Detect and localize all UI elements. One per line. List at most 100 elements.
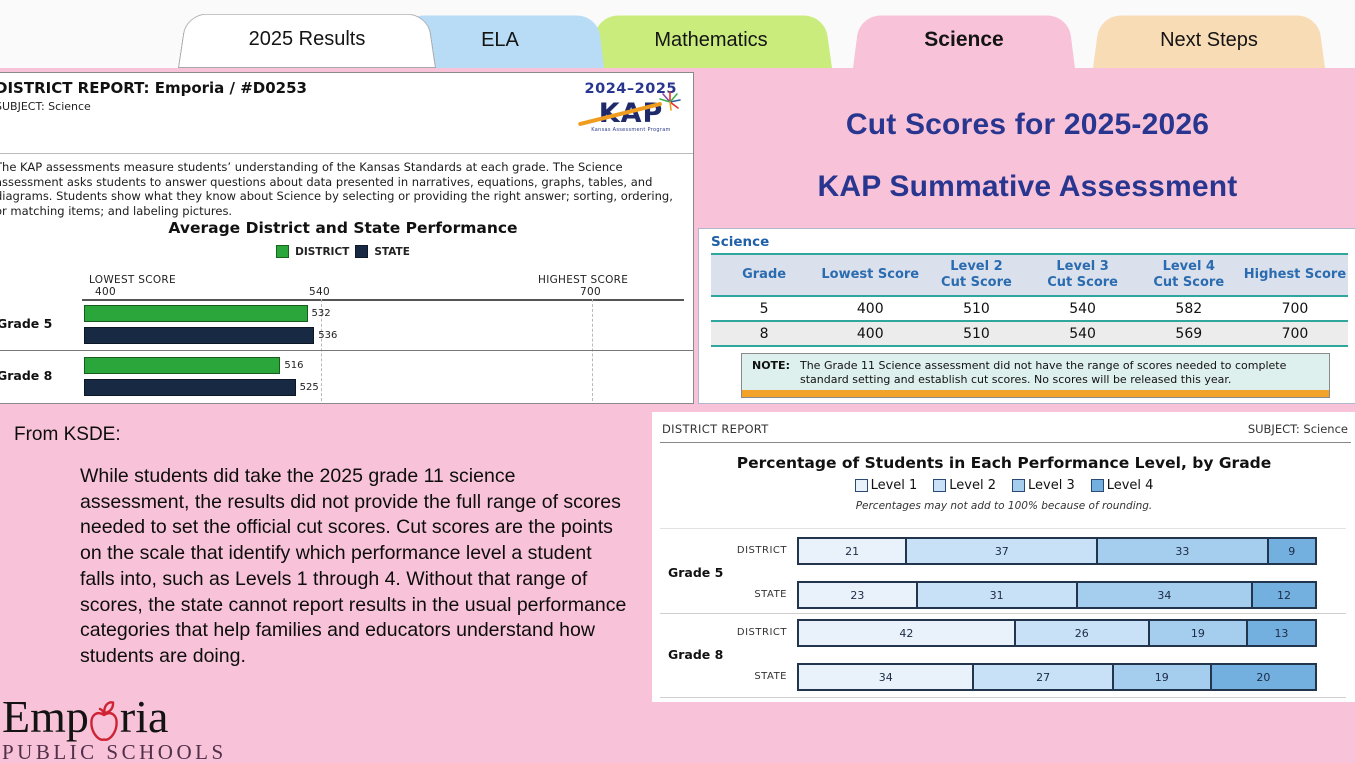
perf-chart-legend: Level 1 Level 2 Level 3 Level 4 bbox=[652, 478, 1355, 493]
bar-value: 525 bbox=[299, 382, 319, 393]
emporia-subtitle: PUBLIC SCHOOLS bbox=[2, 740, 227, 763]
bar-segment-level-2: 26 bbox=[1015, 621, 1150, 645]
note-box: NOTE: The Grade 11 Science assessment di… bbox=[741, 353, 1330, 398]
divider bbox=[0, 153, 693, 154]
school-year: 2024–2025 bbox=[584, 81, 677, 97]
bar-segment-level-4: 9 bbox=[1268, 539, 1315, 563]
legend-swatch bbox=[854, 479, 868, 492]
legend-label: Level 1 bbox=[870, 478, 918, 493]
kap-wordmark: KAP bbox=[598, 98, 664, 129]
legend-label: Level 2 bbox=[949, 478, 996, 493]
stacked-bar-grade-8-district: 42 26 19 13 bbox=[797, 619, 1317, 647]
column-header: Level 3 Cut Score bbox=[1047, 258, 1118, 290]
axis-tick-540: 540 bbox=[309, 286, 330, 298]
logo-text-end: ria bbox=[119, 691, 169, 742]
bar-district bbox=[84, 357, 281, 374]
ksde-heading: From KSDE: bbox=[14, 424, 121, 445]
column-header: Highest Score bbox=[1243, 266, 1347, 282]
report-subject: SUBJECT: Science bbox=[0, 100, 91, 113]
bar-segment-level-2: 27 bbox=[974, 665, 1114, 689]
district-legend-swatch bbox=[276, 245, 290, 258]
axis-lowest-label: LOWEST SCORE bbox=[89, 274, 176, 286]
bar-row-label: DISTRICT bbox=[736, 627, 787, 638]
bar-row-label: DISTRICT bbox=[736, 545, 787, 556]
tab-2025-results[interactable]: 2025 Results bbox=[178, 10, 436, 68]
column-header: Level 4 Cut Score bbox=[1153, 258, 1225, 290]
bar-segment-level-3: 33 bbox=[1098, 539, 1269, 563]
axis-tick-400: 400 bbox=[95, 286, 116, 298]
bar-segment-level-1: 34 bbox=[799, 665, 975, 689]
kap-program-name: Kansas Assessment Program bbox=[591, 127, 671, 133]
bar-segment-level-4: 12 bbox=[1253, 583, 1315, 607]
state-legend-label: STATE bbox=[374, 245, 410, 258]
district-legend-label: DISTRICT bbox=[295, 245, 350, 258]
table-cell: 700 bbox=[1281, 300, 1309, 317]
tab-label: ELA bbox=[481, 28, 519, 51]
table-body: 5 400 510 540 582 700 8 400 510 540 569 700 bbox=[711, 297, 1348, 347]
perf-header-left: DISTRICT REPORT bbox=[662, 422, 769, 436]
table-cell: 400 bbox=[856, 325, 884, 342]
tab-mathematics[interactable]: Mathematics bbox=[590, 12, 832, 68]
legend-swatch bbox=[1090, 479, 1104, 492]
column-header: Level 2 Cut Score bbox=[941, 258, 1012, 290]
bar-segment-level-2: 37 bbox=[907, 539, 1099, 563]
state-legend-swatch bbox=[355, 245, 369, 258]
tab-label: Science bbox=[924, 28, 1004, 51]
tab-label: Next Steps bbox=[1160, 28, 1258, 51]
legend-label: Level 4 bbox=[1106, 478, 1154, 493]
bar-segment-level-3: 19 bbox=[1113, 665, 1212, 689]
tab-next-steps[interactable]: Next Steps bbox=[1093, 12, 1325, 68]
note-text: The Grade 11 Science assessment did not … bbox=[799, 359, 1287, 386]
category-label: Grade 8 bbox=[0, 368, 53, 383]
bar-segment-level-1: 21 bbox=[799, 539, 908, 563]
perf-chart-footnote: Percentages may not add to 100% because … bbox=[855, 500, 1153, 512]
table-cell: 540 bbox=[1069, 300, 1096, 317]
legend-label: Level 3 bbox=[1028, 478, 1075, 493]
stacked-bar-grade-5-state: 23 31 34 12 bbox=[797, 581, 1317, 609]
tab-ela[interactable]: ELA bbox=[396, 12, 604, 68]
category-label: Grade 5 bbox=[0, 316, 53, 331]
cut-scores-panel: Science Grade Lowest Score Level 2 Cut Sco… bbox=[698, 228, 1355, 404]
starburst-icon bbox=[659, 91, 681, 111]
legend-item: Level 2 bbox=[933, 478, 996, 493]
group-separator bbox=[660, 613, 1346, 614]
column-header: Grade bbox=[742, 266, 787, 282]
emporia-logo: Emp ria PUBLIC SCHOOLS bbox=[2, 694, 227, 763]
axis-highest-label: HIGHEST SCORE bbox=[538, 274, 629, 286]
apple-icon bbox=[90, 701, 118, 741]
bar-segment-level-4: 13 bbox=[1247, 621, 1315, 645]
table-row: 5 400 510 540 582 700 bbox=[711, 297, 1348, 322]
legend-item: Level 3 bbox=[1012, 478, 1075, 493]
table-cell: 700 bbox=[1281, 325, 1309, 342]
cut-scores-heading: Cut Scores for 2025-2026 bbox=[845, 108, 1210, 141]
bar-state bbox=[84, 327, 315, 344]
tab-label: 2025 Results bbox=[248, 27, 366, 50]
bar-district bbox=[84, 305, 308, 322]
table-cell: 540 bbox=[1069, 325, 1096, 342]
tab-science[interactable]: Science bbox=[853, 12, 1075, 68]
bar-segment-level-4: 20 bbox=[1211, 665, 1315, 689]
performance-report-panel: DISTRICT REPORT SUBJECT: Science Percent… bbox=[652, 412, 1355, 702]
table-header-row: Grade Lowest Score Level 2 Cut Score Level … bbox=[711, 253, 1348, 297]
emporia-wordmark: Emp ria bbox=[2, 691, 227, 742]
kap-logo: KAP Kansas Assessment Program bbox=[577, 91, 681, 151]
report-title: DISTRICT REPORT: Emporia / #D0253 bbox=[0, 79, 307, 97]
note-accent-bar bbox=[742, 390, 1329, 397]
left-chart-legend: DISTRICT STATE bbox=[0, 245, 693, 258]
grade-group-label: Grade 5 bbox=[668, 565, 724, 580]
legend-item: Level 4 bbox=[1090, 478, 1154, 493]
table-cell: 510 bbox=[963, 300, 990, 317]
table-cell: 582 bbox=[1175, 300, 1203, 317]
bar-value: 532 bbox=[311, 308, 331, 319]
column-header: Lowest Score bbox=[821, 266, 920, 282]
bar-segment-level-1: 23 bbox=[799, 583, 918, 607]
table-cell: 8 bbox=[759, 325, 769, 342]
kap-summative-heading: KAP Summative Assessment bbox=[817, 170, 1238, 203]
group-separator bbox=[660, 697, 1346, 698]
bar-segment-level-2: 31 bbox=[917, 583, 1078, 607]
logo-text-start: Emp bbox=[2, 691, 89, 742]
left-chart-title: Average District and State Performance bbox=[168, 219, 518, 237]
divider bbox=[660, 442, 1351, 443]
table-cell: 5 bbox=[759, 300, 769, 317]
